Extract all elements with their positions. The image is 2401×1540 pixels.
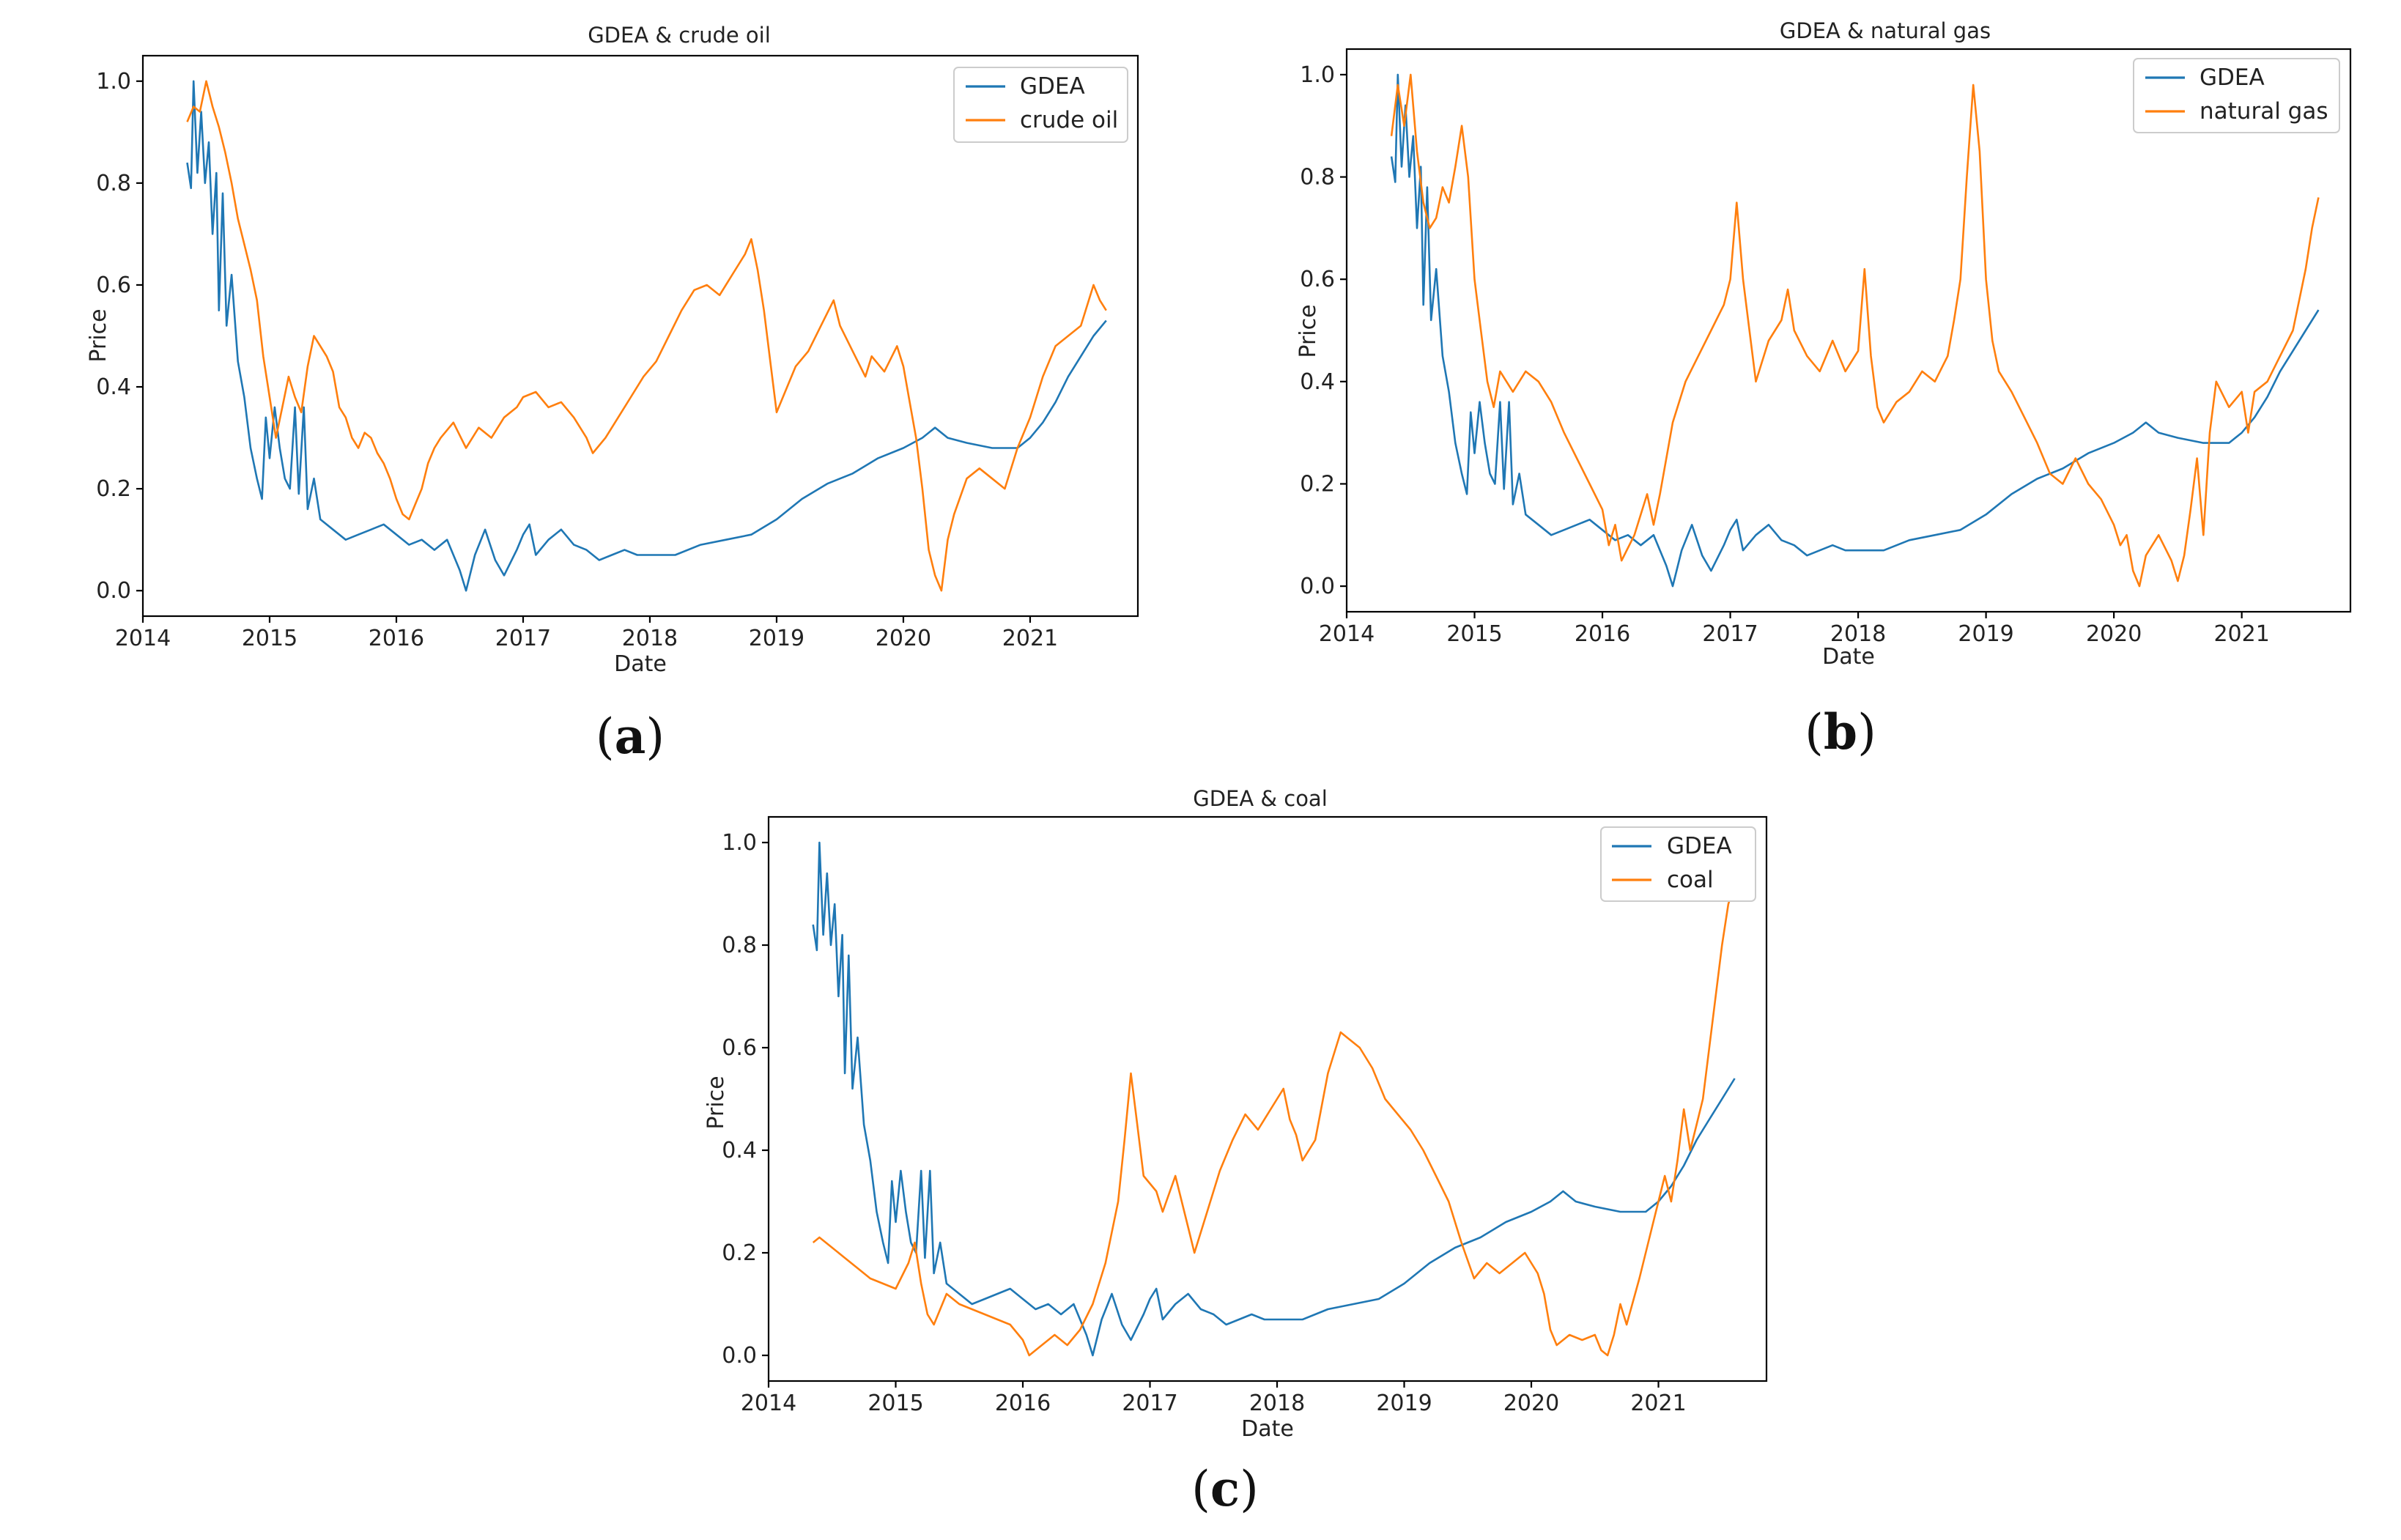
axes-frame (1345, 48, 2352, 613)
y-tick-label: 0.8 (722, 933, 757, 958)
y-tick-label: 0.6 (1300, 267, 1335, 292)
y-tick-label: 0.6 (96, 273, 131, 298)
series-line-coal (812, 883, 1736, 1357)
y-tick-label: 0.4 (722, 1138, 757, 1163)
legend-frame (2133, 58, 2340, 133)
series-lines (1390, 73, 2320, 588)
axes-frame (767, 815, 1768, 1382)
y-tick-label: 1.0 (96, 69, 131, 95)
chart-title: GDEA & crude oil (588, 23, 771, 48)
legend: GDEA crude oil (953, 67, 1128, 143)
y-tick-label: 0.2 (96, 476, 131, 502)
y-tick-label: 0.0 (1300, 574, 1335, 599)
series-line-gdea (186, 80, 1107, 592)
chart-panel-a: GDEA & crude oil 2014 2015 2016 2017 2018 201… (86, 23, 1139, 765)
legend: GDEA coal (1600, 826, 1756, 902)
x-tick-label: 2016 (995, 1391, 1051, 1416)
series-line-natural-gas (1390, 73, 2320, 588)
chart-title: GDEA & coal (1193, 786, 1328, 811)
y-tick-label: 0.4 (96, 374, 131, 400)
x-tick-label: 2021 (1002, 626, 1058, 651)
axis-ticks: 2014 2015 2016 2017 2018 2019 2020 2021 0.0 0.2 0.… (722, 830, 1686, 1416)
x-tick-label: 2020 (1503, 1391, 1559, 1416)
x-tick-label: 2019 (1958, 621, 2013, 647)
series-line-gdea (812, 841, 1736, 1357)
chart-title: GDEA & natural gas (1780, 18, 1991, 43)
legend-label-coal: coal (1667, 867, 1714, 893)
x-tick-label: 2020 (2086, 621, 2142, 647)
y-tick-label: 0.0 (96, 578, 131, 604)
y-tick-label: 0.4 (1300, 369, 1335, 395)
panel-label-b: (b) (1805, 703, 1876, 760)
x-tick-label: 2016 (369, 626, 424, 651)
legend-label-natural-gas: natural gas (2200, 98, 2328, 125)
y-tick-label: 0.6 (722, 1035, 757, 1061)
axis-ticks: 2014 2015 2016 2017 2018 2019 2020 2021 0.0 0.2 0.… (1300, 62, 2270, 647)
y-tick-label: 0.8 (1300, 165, 1335, 190)
x-axis-label: Date (1822, 644, 1875, 670)
x-tick-label: 2014 (741, 1391, 796, 1416)
series-line-gdea (1390, 73, 2320, 588)
x-tick-label: 2016 (1575, 621, 1630, 647)
legend-label-gdea: GDEA (1667, 833, 1732, 859)
x-tick-label: 2018 (622, 626, 678, 651)
axis-ticks: 2014 2015 2016 2017 2018 2019 2020 2021 0.0 0.2 0.… (96, 69, 1058, 651)
x-tick-label: 2017 (495, 626, 551, 651)
x-axis-label: Date (1241, 1416, 1294, 1442)
x-tick-label: 2020 (876, 626, 931, 651)
x-tick-label: 2015 (867, 1391, 923, 1416)
x-axis-label: Date (614, 651, 667, 677)
legend-label-crude-oil: crude oil (1020, 107, 1118, 133)
chart-panel-c: GDEA & coal 2014 2015 2016 2017 2018 2019 2020… (703, 786, 1768, 1517)
x-tick-label: 2021 (2213, 621, 2269, 647)
y-tick-label: 0.8 (96, 171, 131, 196)
panel-label-a: (a) (596, 708, 665, 765)
y-axis-label: Price (1295, 304, 1321, 358)
chart-panel-b: GDEA & natural gas 2014 2015 2016 2017 2018 2… (1295, 18, 2352, 760)
series-lines (812, 841, 1736, 1357)
x-tick-label: 2018 (1830, 621, 1886, 647)
x-tick-label: 2014 (1319, 621, 1375, 647)
panel-label-c: (c) (1191, 1460, 1259, 1517)
series-line-crude-oil (186, 80, 1107, 592)
y-tick-label: 0.0 (722, 1343, 757, 1369)
legend-label-gdea: GDEA (2200, 64, 2265, 91)
y-tick-label: 1.0 (1300, 62, 1335, 88)
x-tick-label: 2015 (242, 626, 297, 651)
x-tick-label: 2014 (115, 626, 171, 651)
y-tick-label: 0.2 (722, 1240, 757, 1266)
y-tick-label: 0.2 (1300, 471, 1335, 497)
series-lines (186, 80, 1107, 592)
y-axis-label: Price (703, 1076, 729, 1129)
x-tick-label: 2018 (1249, 1391, 1305, 1416)
legend: GDEA natural gas (2133, 58, 2340, 133)
y-tick-label: 1.0 (722, 830, 757, 856)
x-tick-label: 2019 (749, 626, 804, 651)
y-axis-label: Price (86, 308, 111, 362)
x-tick-label: 2015 (1446, 621, 1502, 647)
axes-frame (141, 54, 1139, 618)
x-tick-label: 2019 (1376, 1391, 1432, 1416)
x-tick-label: 2017 (1122, 1391, 1177, 1416)
legend-label-gdea: GDEA (1020, 73, 1085, 100)
x-tick-label: 2021 (1630, 1391, 1686, 1416)
x-tick-label: 2017 (1702, 621, 1758, 647)
